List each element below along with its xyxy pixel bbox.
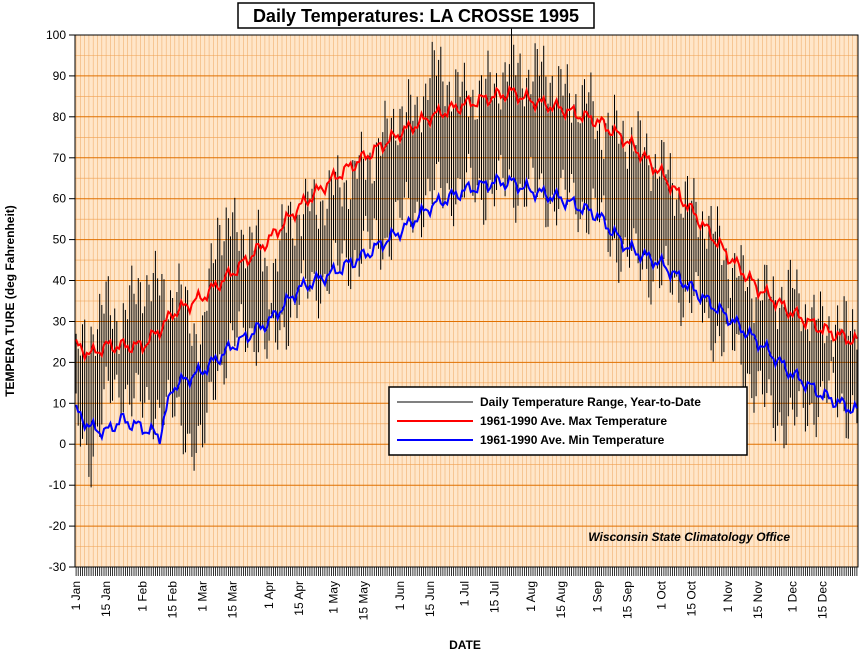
x-tick-label: 1 Jan	[69, 581, 83, 610]
x-tick-label: 15 Dec	[816, 581, 830, 619]
legend: Daily Temperature Range, Year-to-Date 19…	[388, 386, 748, 456]
x-tick-label: 15 Oct	[685, 580, 699, 616]
x-tick-label: 15 Jan	[99, 581, 113, 617]
y-tick-label: -10	[49, 478, 67, 492]
x-tick-label: 15 May	[357, 581, 371, 620]
x-tick-label: 1 Sep	[590, 581, 604, 613]
source-annotation: Wisconsin State Climatology Office	[588, 530, 790, 544]
x-tick-label: 1 Jun	[393, 581, 407, 610]
x-tick-label: 1 Oct	[655, 580, 669, 609]
ave-max-temperature-line	[75, 85, 858, 363]
x-tick-label: 1 Mar	[196, 581, 210, 612]
x-tick-label: 1 Jul	[457, 581, 471, 606]
y-tick-label: 100	[46, 28, 66, 42]
y-tick-label: 10	[53, 396, 67, 410]
x-tick-label: 1 Nov	[721, 581, 735, 612]
legend-label-min: 1961-1990 Ave. Min Temperature	[480, 433, 665, 447]
x-axis-minor-ticks	[75, 567, 858, 576]
x-tick-label: 15 Jul	[487, 581, 501, 613]
chart-title: Daily Temperatures: LA CROSSE 1995	[253, 6, 579, 26]
x-tick-label: 15 Aug	[554, 581, 568, 618]
y-tick-label: -30	[49, 560, 67, 574]
y-tick-label: 60	[53, 192, 67, 206]
y-tick-label: 30	[53, 315, 67, 329]
legend-label-range: Daily Temperature Range, Year-to-Date	[480, 395, 701, 409]
y-tick-label: 0	[59, 437, 66, 451]
y-tick-label: -20	[49, 519, 67, 533]
y-tick-label: 90	[53, 69, 67, 83]
daily-range-bars	[75, 28, 858, 488]
x-tick-label: 15 Jun	[423, 581, 437, 617]
x-axis-title: DATE	[449, 638, 481, 652]
x-tick-label: 1 Dec	[786, 581, 800, 612]
y-axis-title: TEMPERA TURE (deg Fahrenheit)	[3, 205, 17, 397]
y-tick-label: 20	[53, 355, 67, 369]
x-tick-label: 15 Apr	[292, 581, 306, 616]
y-tick-label: 50	[53, 233, 67, 247]
legend-label-max: 1961-1990 Ave. Max Temperature	[480, 414, 667, 428]
x-tick-label: 15 Mar	[226, 581, 240, 618]
x-tick-label: 1 May	[327, 581, 341, 614]
x-tick-label: 15 Sep	[620, 581, 634, 619]
x-axis-tick-labels: 1 Jan 15 Jan 1 Feb 15 Feb 1 Mar 15 Mar 1 Apr 15…	[69, 580, 830, 620]
y-tick-label: 80	[53, 110, 67, 124]
ave-min-temperature-line	[75, 172, 858, 445]
y-tick-label: 70	[53, 151, 67, 165]
x-tick-label: 1 Aug	[524, 581, 538, 612]
x-tick-label: 1 Apr	[262, 581, 276, 609]
x-tick-label: 15 Feb	[166, 581, 180, 619]
x-tick-label: 15 Nov	[751, 581, 765, 619]
title-box	[237, 2, 595, 29]
y-tick-label: 40	[53, 274, 67, 288]
x-tick-label: 1 Feb	[136, 581, 150, 612]
